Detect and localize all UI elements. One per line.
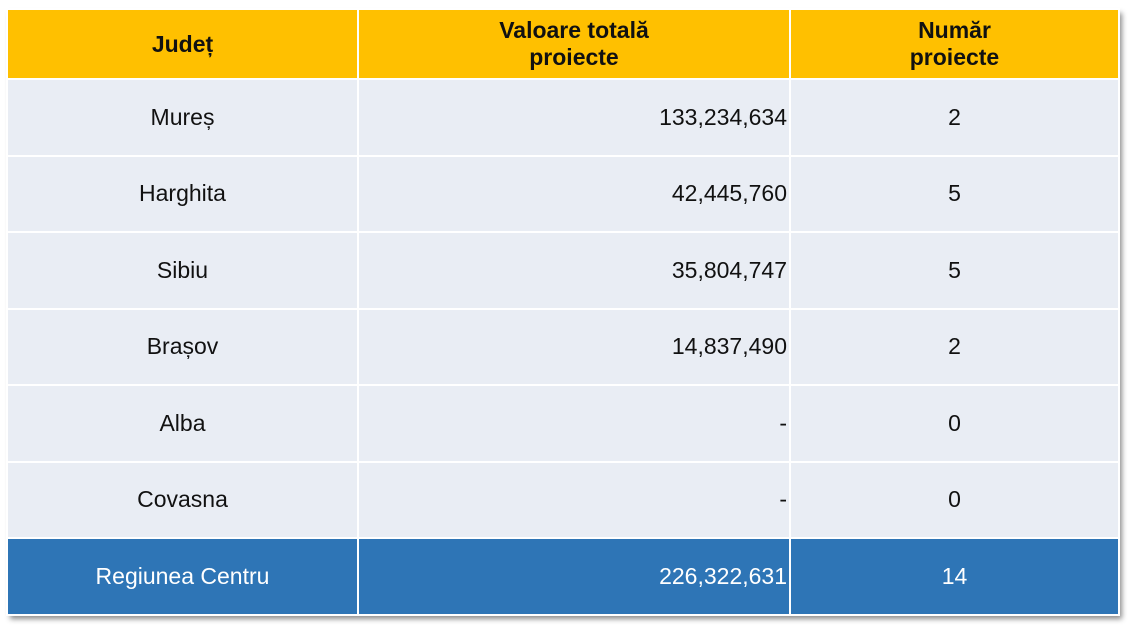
cell-numar: 0 bbox=[789, 460, 1120, 539]
total-judet: Regiunea Centru bbox=[6, 537, 359, 616]
cell-valoare: 42,445,760 bbox=[357, 154, 791, 233]
cell-numar: 0 bbox=[789, 384, 1120, 463]
total-numar: 14 bbox=[789, 537, 1120, 616]
cell-numar: 5 bbox=[789, 154, 1120, 233]
header-judet-label: Județ bbox=[151, 30, 214, 57]
cell-valoare: - bbox=[357, 460, 791, 539]
cell-valoare: - bbox=[357, 384, 791, 463]
projects-table: Județ Valoare totală proiecte Număr proiec… bbox=[6, 8, 1120, 616]
header-judet: Județ bbox=[6, 8, 359, 80]
header-numar-line2: proiecte bbox=[909, 44, 1000, 70]
table-row: Harghita 42,445,760 5 bbox=[6, 154, 1120, 233]
cell-judet: Sibiu bbox=[6, 231, 359, 310]
cell-valoare: 35,804,747 bbox=[357, 231, 791, 310]
cell-numar: 2 bbox=[789, 78, 1120, 157]
cell-judet: Brașov bbox=[6, 307, 359, 386]
table-total-row: Regiunea Centru 226,322,631 14 bbox=[6, 537, 1120, 616]
cell-judet: Mureș bbox=[6, 78, 359, 157]
header-numar: Număr proiecte bbox=[789, 8, 1120, 80]
cell-judet: Alba bbox=[6, 384, 359, 463]
cell-numar: 2 bbox=[789, 307, 1120, 386]
table-row: Brașov 14,837,490 2 bbox=[6, 307, 1120, 386]
cell-valoare: 133,234,634 bbox=[357, 78, 791, 157]
cell-judet: Harghita bbox=[6, 154, 359, 233]
total-valoare: 226,322,631 bbox=[357, 537, 791, 616]
header-valoare: Valoare totală proiecte bbox=[357, 8, 791, 80]
table-row: Sibiu 35,804,747 5 bbox=[6, 231, 1120, 310]
header-valoare-line2: proiecte bbox=[529, 44, 619, 70]
projects-table-container: Județ Valoare totală proiecte Număr proiec… bbox=[6, 8, 1120, 616]
cell-judet: Covasna bbox=[6, 460, 359, 539]
table-header-row: Județ Valoare totală proiecte Număr proiec… bbox=[6, 8, 1120, 80]
table-row: Covasna - 0 bbox=[6, 460, 1120, 539]
header-numar-line1: Număr bbox=[918, 17, 991, 43]
cell-numar: 5 bbox=[789, 231, 1120, 310]
header-valoare-line1: Valoare totală bbox=[499, 17, 649, 43]
cell-valoare: 14,837,490 bbox=[357, 307, 791, 386]
table-row: Mureș 133,234,634 2 bbox=[6, 78, 1120, 157]
table-row: Alba - 0 bbox=[6, 384, 1120, 463]
